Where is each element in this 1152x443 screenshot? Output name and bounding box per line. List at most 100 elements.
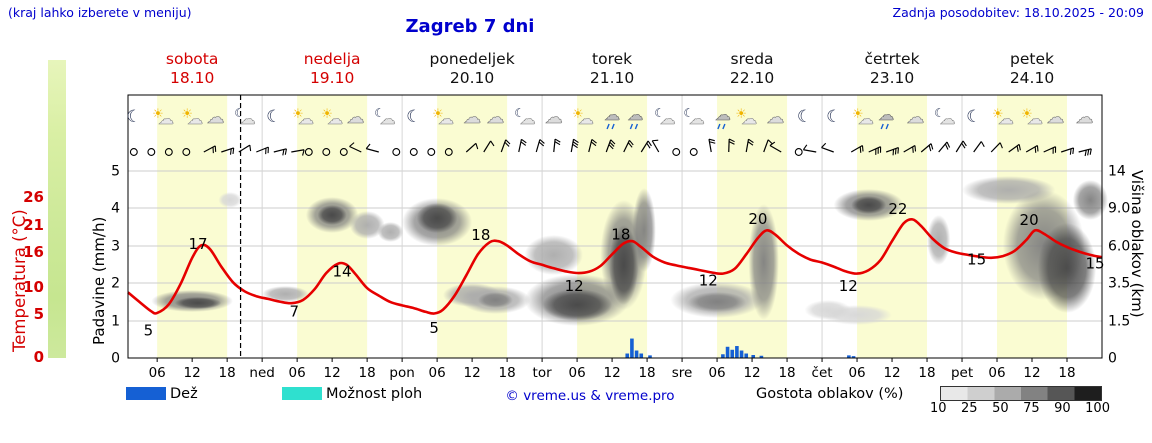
day-name: ponedeljek (429, 50, 515, 68)
menu-hint: (kraj lahko izberete v meniju) (8, 5, 192, 20)
wind-barb-icon (938, 141, 951, 153)
rain-legend-swatch (126, 387, 166, 400)
partly-icon: ☀☁ (992, 107, 1014, 128)
svg-text:☾: ☾ (966, 107, 981, 127)
svg-text:☁: ☁ (327, 109, 343, 128)
wind-barb-icon (802, 144, 817, 153)
cloud-area (416, 203, 458, 233)
svg-text:☾: ☾ (374, 106, 385, 120)
temperature-value-label: 12 (565, 277, 584, 295)
svg-text:☾: ☾ (683, 106, 694, 120)
wind-barb-icon (623, 139, 634, 153)
x-tick-label: ned (249, 365, 274, 381)
svg-text:☁: ☁ (187, 109, 203, 128)
wind-barb-icon (640, 140, 652, 153)
temperature-value-label: 7 (289, 303, 299, 321)
wind-calm-icon (304, 148, 313, 156)
cloud-area (317, 205, 347, 225)
temperature-scale-strip (48, 60, 66, 358)
svg-text:☾: ☾ (234, 106, 245, 120)
daylight-band (157, 95, 228, 358)
wind-barb-icon (221, 147, 235, 155)
wind-barb-icon (745, 138, 754, 153)
rain-bar (725, 346, 730, 358)
rain-icon: ☁ (627, 105, 644, 130)
moon-icon: ☾ (966, 107, 981, 127)
wind-barb-icon (728, 138, 735, 153)
wind-barb-icon (903, 144, 917, 153)
rain-bar (851, 356, 856, 358)
day-name: petek (1010, 50, 1054, 68)
day-header-četrtek: četrtek 23.10 (822, 50, 962, 88)
svg-text:☀: ☀ (152, 107, 164, 122)
x-tick-label: 06 (988, 365, 1005, 381)
cloud-area (1072, 180, 1108, 220)
height-tick-label: 3.5 (1108, 276, 1130, 292)
density-tick: 25 (961, 401, 978, 416)
wind-calm-icon (444, 148, 453, 156)
wind-barb-icon (203, 145, 217, 154)
x-tick-label: 18 (638, 365, 655, 381)
svg-text:☁: ☁ (906, 107, 924, 128)
x-tick-label: 12 (324, 365, 341, 381)
svg-text:☁: ☁ (940, 109, 956, 128)
wind-barb-icon (535, 139, 545, 153)
wind-barb-icon (465, 142, 479, 153)
wind-barb-icon (651, 139, 660, 153)
cloud-area (632, 188, 656, 272)
wind-barb-icon (850, 144, 864, 153)
wind-barb-icon (973, 141, 985, 153)
x-tick-label: 12 (743, 365, 760, 381)
x-tick-label: 06 (708, 365, 725, 381)
cloud-area (218, 192, 242, 208)
wind-calm-icon (147, 148, 156, 156)
x-tick-label: 12 (603, 365, 620, 381)
svg-text:☾: ☾ (654, 106, 665, 120)
rain-tick-label: 4 (111, 201, 120, 217)
cloud-icon: ☁ (463, 107, 482, 129)
x-tick-label: tor (533, 365, 553, 381)
day-date: 23.10 (869, 69, 915, 87)
x-tick-label: pet (951, 365, 973, 381)
wind-barb-icon (868, 146, 882, 155)
height-tick-label: 1.5 (1108, 314, 1130, 330)
x-tick-label: 18 (778, 365, 795, 381)
temperature-value-label: 12 (699, 271, 718, 289)
rain-tick-label: 0 (111, 351, 120, 367)
temperature-value-label: 18 (471, 226, 490, 244)
temperature-value-label: 12 (839, 277, 858, 295)
wind-barb-icon (955, 140, 967, 153)
svg-text:☾: ☾ (266, 107, 281, 127)
rain-bar (625, 353, 630, 358)
cloud-area (377, 222, 404, 242)
x-tick-label: 12 (464, 365, 481, 381)
wind-calm-icon (164, 148, 173, 156)
temperature-value-label: 20 (1020, 211, 1039, 229)
svg-text:☀: ☀ (572, 107, 584, 122)
day-name: torek (592, 50, 633, 68)
wind-barb-icon (708, 138, 716, 153)
cloud-icon: ☁ (206, 107, 225, 129)
day-header-torek: torek 21.10 (542, 50, 682, 88)
copyright-link[interactable]: © vreme.us & vreme.pro (505, 388, 675, 404)
moon-cloud-icon: ☾☁ (234, 106, 256, 128)
wind-barb-icon (256, 146, 269, 155)
cloud-density-label: Gostota oblakov (%) (756, 386, 904, 402)
svg-text:☁: ☁ (380, 109, 396, 128)
moon-icon: ☾ (126, 107, 141, 127)
svg-text:☁: ☁ (346, 107, 364, 128)
density-tick: 50 (992, 401, 1009, 416)
day-header-sreda: sreda 22.10 (682, 50, 822, 88)
svg-text:☾: ☾ (797, 107, 812, 127)
cloud-area (687, 292, 747, 312)
temp-tick-label: 10 (23, 278, 44, 296)
wind-barb-icon (365, 143, 379, 153)
page-title: Zagreb 7 dni (405, 16, 535, 37)
wind-barb-icon (821, 142, 834, 153)
temp-tick-label: 21 (23, 216, 44, 234)
rain-tick-label: 5 (111, 164, 120, 180)
partly-icon: ☀☁ (181, 107, 203, 128)
svg-text:☁: ☁ (206, 107, 224, 128)
cloud-density-scale (940, 386, 1102, 401)
